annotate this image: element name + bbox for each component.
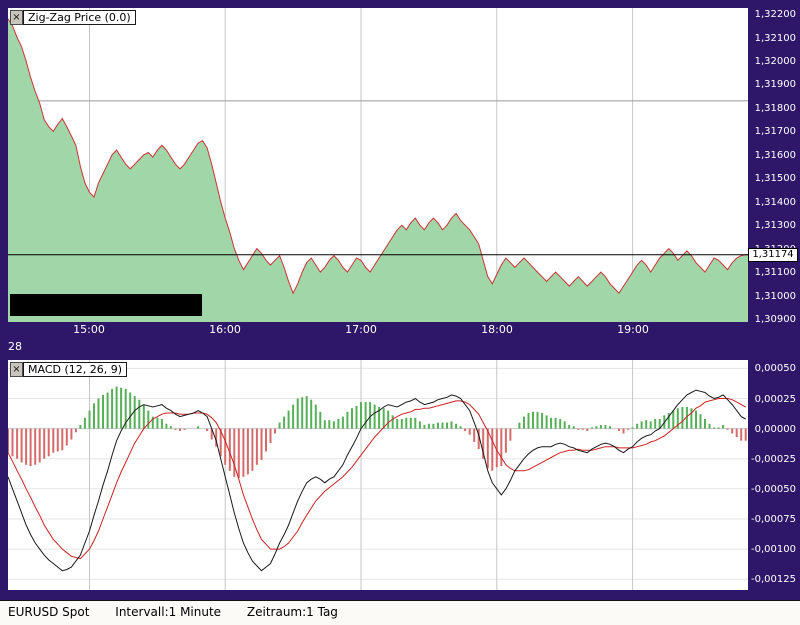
price-axis-label: 1,32100 [754,33,796,44]
time-axis: 15:00 16:00 17:00 18:00 19:00 [8,323,748,338]
price-indicator-label[interactable]: Zig-Zag Price (0.0) [23,10,136,25]
macd-axis-label: 0,00000 [754,424,796,435]
macd-histogram [8,386,747,478]
macd-axis-label: 0,00025 [754,394,796,405]
price-axis-label: 1,30900 [754,314,796,325]
price-axis-label: 1,32200 [754,9,796,20]
price-indicator-tag: × Zig-Zag Price (0.0) [10,10,136,25]
price-line [8,18,748,295]
price-chart-plot[interactable] [8,8,748,322]
time-axis-label: 16:00 [209,323,241,336]
price-area [8,18,748,322]
macd-axis: 0,00050 0,00025 0,00000 -0,00025 -0,00050 -0,… [748,360,800,600]
price-axis-label: 1,31300 [754,220,796,231]
signal-line [8,398,746,560]
macd-chart-panel: × MACD (12, 26, 9) [8,360,748,590]
blackout-box [10,294,202,316]
close-icon[interactable]: × [10,10,23,25]
symbol-label: EURUSD Spot [8,605,90,619]
date-label: 28 [8,340,22,353]
price-axis-label: 1,31000 [754,291,796,302]
macd-axis-label: 0,00050 [754,363,796,374]
macd-indicator-label[interactable]: MACD (12, 26, 9) [23,362,128,377]
price-chart-panel: × Zig-Zag Price (0.0) [8,8,748,322]
macd-line [8,389,746,572]
time-axis-label: 15:00 [73,323,105,336]
price-axis-label: 1,31600 [754,150,796,161]
macd-indicator-tag: × MACD (12, 26, 9) [10,362,128,377]
interval-label: Intervall:1 Minute [115,605,222,619]
price-axis: 1,32200 1,32100 1,32000 1,31900 1,31800 1,317… [748,8,800,338]
time-axis-label: 19:00 [617,323,649,336]
price-axis-label: 1,31800 [754,103,796,114]
current-price-tag: 1,31174 [748,248,798,262]
macd-axis-label: -0,00050 [751,484,796,495]
price-axis-label: 1,31700 [754,126,796,137]
period-label: Zeitraum:1 Tag [246,605,338,619]
price-axis-label: 1,31400 [754,197,796,208]
time-axis-label: 17:00 [345,323,377,336]
macd-axis-label: -0,00075 [751,514,796,525]
price-axis-label: 1,31900 [754,79,796,90]
close-icon[interactable]: × [10,362,23,377]
time-axis-label: 18:00 [481,323,513,336]
macd-axis-label: -0,00025 [751,454,796,465]
price-axis-label: 1,31500 [754,173,796,184]
macd-axis-label: -0,00100 [751,544,796,555]
macd-chart-plot[interactable] [8,360,748,590]
status-bar: EURUSD Spot Intervall:1 Minute Zeitraum:… [0,600,800,625]
price-axis-label: 1,31100 [754,267,796,278]
macd-axis-label: -0,00125 [751,574,796,585]
price-axis-label: 1,32000 [754,56,796,67]
